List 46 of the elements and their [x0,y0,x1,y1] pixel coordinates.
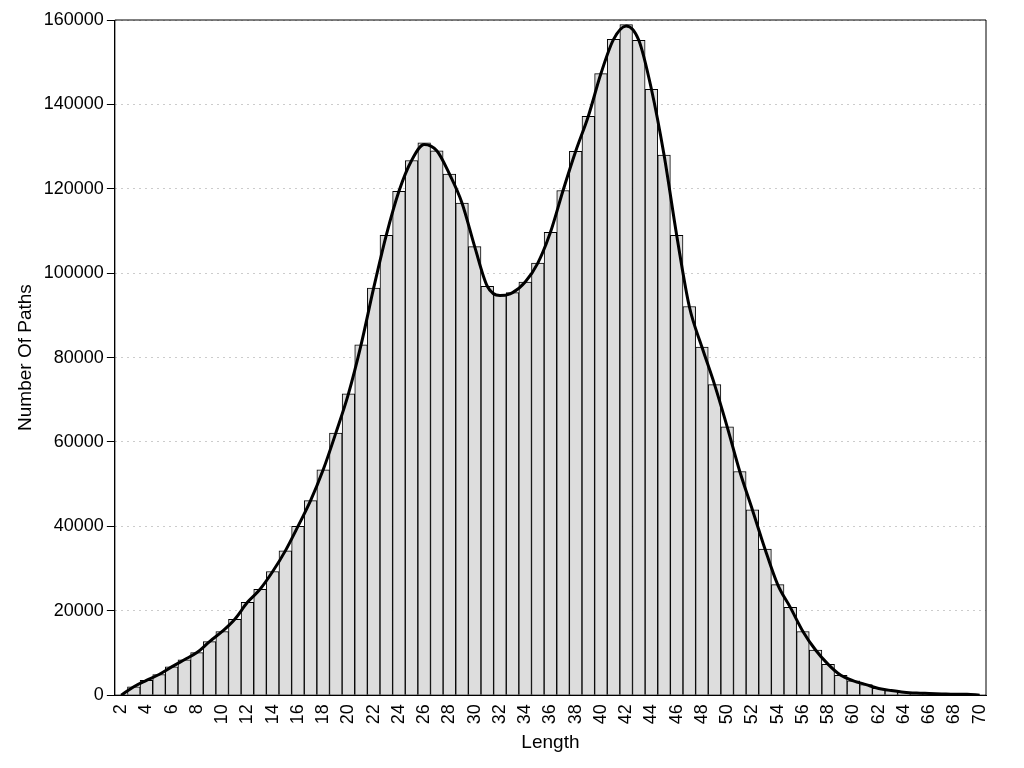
x-tick-label: 46 [665,704,686,725]
x-tick-label: 64 [892,704,913,725]
x-axis-title: Length [521,730,580,752]
x-tick-label: 60 [842,704,863,725]
y-tick-label: 0 [93,684,104,705]
x-tick-label: 70 [968,704,989,725]
x-tick-label: 14 [261,704,282,725]
y-tick-label: 120000 [43,177,104,198]
x-tick-label: 48 [690,704,711,725]
x-tick-label: 52 [741,704,762,725]
x-tick-label: 30 [463,704,484,725]
x-tick-label: 16 [286,704,307,725]
x-tick-label: 44 [640,704,661,725]
x-tick-label: 36 [539,704,560,725]
x-tick-label: 32 [488,704,509,725]
y-tick-label: 20000 [53,599,104,620]
x-tick-label: 4 [135,704,156,715]
x-tick-label: 28 [438,704,459,725]
x-tick-label: 62 [867,704,888,725]
x-tick-label: 18 [312,704,333,725]
x-tick-label: 68 [943,704,964,725]
y-tick-label: 100000 [43,262,104,283]
y-tick-label: 80000 [53,346,104,367]
x-tick-label: 8 [185,704,206,715]
x-tick-label: 38 [564,704,585,725]
x-tick-label: 42 [615,704,636,725]
x-tick-label: 6 [160,704,181,715]
y-tick-label: 140000 [43,93,104,114]
y-tick-label: 40000 [53,515,104,536]
x-tick-label: 26 [413,704,434,725]
x-tick-label: 56 [791,704,812,725]
x-tick-label: 2 [110,704,131,715]
y-axis-title: Number Of Paths [13,284,35,431]
x-tick-label: 10 [211,704,232,725]
y-tick-label: 60000 [53,430,104,451]
x-tick-label: 58 [817,704,838,725]
x-tick-label: 20 [337,704,358,725]
x-tick-label: 50 [716,704,737,725]
x-tick-label: 24 [387,704,408,725]
x-tick-label: 12 [236,704,257,725]
x-tick-label: 66 [918,704,939,725]
x-tick-label: 54 [766,704,787,725]
x-tick-label: 22 [362,704,383,725]
x-tick-label: 34 [514,704,535,725]
y-tick-label: 160000 [43,8,104,29]
x-tick-label: 40 [589,704,610,725]
